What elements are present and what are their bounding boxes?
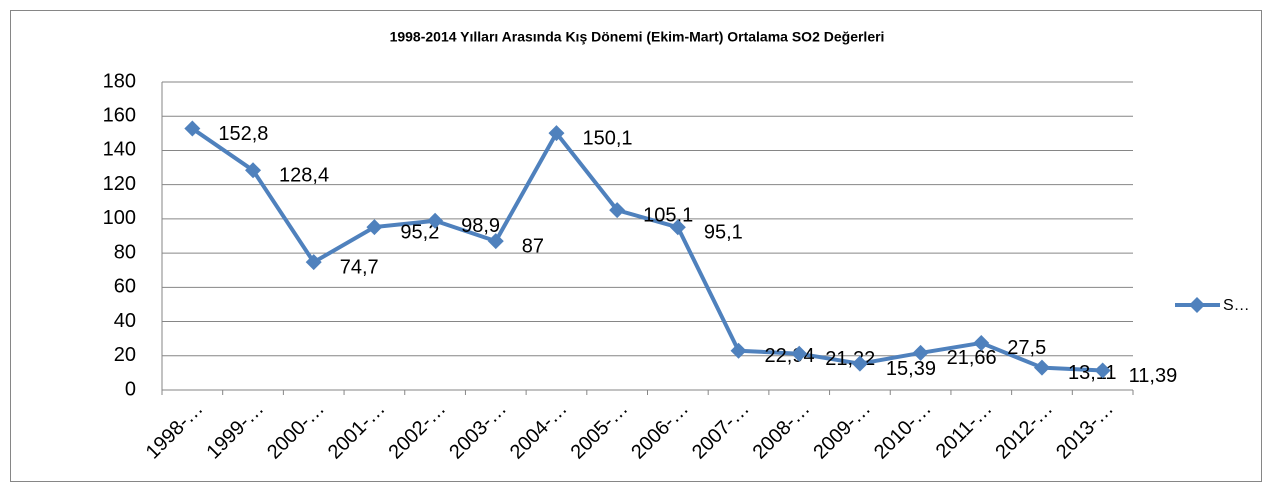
data-label: 21,66 <box>947 347 997 369</box>
data-label: 87 <box>522 235 544 257</box>
data-label: 150,1 <box>582 127 632 149</box>
marker <box>973 334 990 351</box>
marker <box>609 202 626 219</box>
data-label: 74,7 <box>340 256 379 278</box>
legend-label: S… <box>1223 297 1250 314</box>
chart-border <box>10 10 1262 482</box>
data-label: 11,39 <box>1129 365 1178 387</box>
y-tick-label: 160 <box>103 105 136 127</box>
marker <box>245 162 262 179</box>
data-label: 152,8 <box>218 123 268 145</box>
series-line <box>191 126 1103 373</box>
y-tick-label: 0 <box>125 378 136 400</box>
marker <box>1033 359 1050 376</box>
data-label: 22,94 <box>765 345 815 367</box>
marker <box>184 120 201 137</box>
y-tick-label: 140 <box>103 139 136 161</box>
y-tick-label: 100 <box>103 207 136 229</box>
data-label: 27,5 <box>1007 337 1046 359</box>
data-label: 95,2 <box>400 221 439 243</box>
marker <box>912 344 929 361</box>
marker <box>669 219 686 236</box>
data-label: 21,22 <box>825 348 875 370</box>
y-tick-label: 120 <box>103 173 136 195</box>
marker <box>548 125 565 142</box>
data-label: 128,4 <box>279 165 329 187</box>
y-tick-label: 20 <box>114 344 136 366</box>
data-label: 98,9 <box>461 215 500 237</box>
marker <box>366 219 383 236</box>
y-tick-label: 60 <box>114 276 136 298</box>
marker <box>730 342 747 359</box>
legend-marker <box>1189 297 1205 313</box>
data-label: 15,39 <box>886 358 936 380</box>
y-tick-label: 180 <box>103 70 136 92</box>
data-label: 105,1 <box>643 204 693 226</box>
chart-title: 1998-2014 Yılları Arasında Kış Dönemi (E… <box>390 29 885 45</box>
y-tick-label: 40 <box>114 310 136 332</box>
marker <box>791 345 808 362</box>
marker <box>487 233 504 250</box>
marker <box>427 212 444 229</box>
marker <box>305 254 322 271</box>
data-label: 13,11 <box>1068 362 1117 384</box>
marker <box>1094 362 1111 379</box>
data-label: 95,1 <box>704 222 743 244</box>
y-tick-label: 80 <box>114 241 136 263</box>
marker <box>851 355 868 372</box>
